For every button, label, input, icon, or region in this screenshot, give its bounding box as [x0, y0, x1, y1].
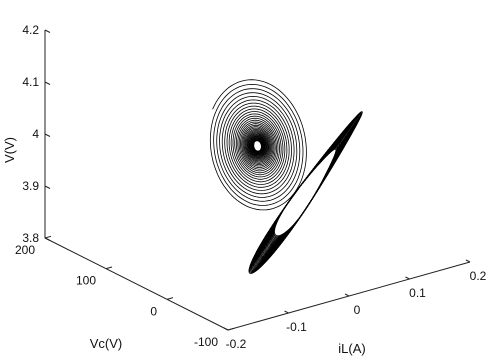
z-tick-label: 4.2: [22, 23, 39, 37]
z-tick-label: 4: [32, 127, 39, 141]
trajectory-spiral-ring: [250, 135, 266, 157]
trajectory-spiral-ring: [226, 102, 290, 188]
y-tick-mark: [105, 266, 113, 270]
trajectory-spiral-ring: [238, 119, 277, 172]
trajectory-spiral-ring: [245, 128, 271, 163]
x-tick-mark: [405, 276, 410, 280]
z-tick-mark: [44, 133, 51, 137]
trajectory-spiral-ring: [253, 140, 262, 152]
trajectory-loop: [270, 142, 341, 243]
trajectory-loop: [272, 145, 339, 240]
trajectory-spiral-ring: [235, 115, 280, 176]
x-tick-label: 0: [354, 303, 361, 317]
trajectory-spiral-ring: [221, 95, 295, 195]
trajectory-spiral-ring: [250, 136, 265, 156]
trajectory-spiral-ring: [213, 83, 304, 206]
y-tick-label: 0: [150, 304, 157, 318]
x-tick-mark: [223, 327, 229, 331]
y-tick-label: -100: [194, 335, 218, 349]
y-tick-mark: [227, 327, 235, 331]
trajectory-spiral-ring: [237, 117, 279, 174]
trajectory-spiral-ring: [209, 79, 307, 211]
z-tick-label: 3.8: [22, 231, 39, 245]
z-tick-mark: [44, 81, 51, 85]
y-tick-label: 100: [76, 274, 96, 288]
x-tick-label: -0.2: [226, 337, 247, 351]
z-tick-mark: [44, 29, 51, 33]
y-axis-label: Vc(V): [90, 336, 123, 351]
y-tick-mark: [166, 297, 174, 300]
y-tick-label: 200: [15, 243, 35, 257]
x-axis-label: iL(A): [338, 341, 365, 356]
axis-ticks: 3.8 3.9 4 4.1 4.2 -100 0 100 200 -0.2 -0.1 0 0.1 0.2: [15, 23, 487, 351]
trajectory-spiral-ring: [219, 92, 298, 198]
trajectory-loop: [272, 146, 338, 239]
y-axis-line: [44, 237, 229, 331]
x-tick-mark: [344, 293, 350, 297]
trajectory-spiral-ring: [234, 113, 282, 178]
z-tick-mark: [44, 185, 51, 189]
trajectory-spiral-ring: [228, 105, 288, 185]
trajectory-spiral-ring: [246, 130, 270, 162]
trajectory-loop: [264, 134, 347, 251]
trajectory-spiral-ring: [216, 88, 301, 202]
trajectory-spiral-ring: [232, 111, 284, 180]
z-tick-label: 4.1: [22, 75, 39, 89]
x-tick-mark: [465, 259, 471, 263]
x-tick-label: 0.2: [470, 269, 487, 283]
y-tick-mark: [44, 235, 52, 239]
trajectory-spiral-ring: [246, 131, 269, 161]
trajectory-spiral-ring: [247, 132, 268, 160]
trajectory-spiral-ring: [249, 134, 266, 157]
trajectory-curves: [209, 79, 363, 274]
trajectory-spiral-ring: [239, 121, 276, 170]
trajectory-spiral-ring: [248, 134, 267, 158]
trajectory-loop: [270, 143, 340, 242]
trajectory-spiral-ring: [243, 126, 273, 165]
trajectory-spiral-ring: [241, 123, 275, 168]
trajectory-loop: [273, 148, 337, 237]
trajectory-spiral-ring: [242, 124, 274, 167]
trajectory-spiral-ring: [230, 108, 286, 183]
x-tick-label: -0.1: [286, 320, 307, 334]
z-tick-mark: [44, 237, 51, 241]
trajectory-spiral-ring: [251, 137, 264, 155]
trajectory-spiral-ring: [248, 133, 268, 159]
trajectory-loop: [268, 140, 343, 245]
x-tick-label: 0.1: [409, 286, 426, 300]
z-tick-label: 3.9: [22, 179, 39, 193]
z-axis-label: V(V): [2, 137, 17, 163]
trajectory-spiral-ring: [244, 127, 272, 164]
trajectory-spiral-ring: [224, 99, 292, 191]
x-tick-mark: [284, 310, 289, 314]
